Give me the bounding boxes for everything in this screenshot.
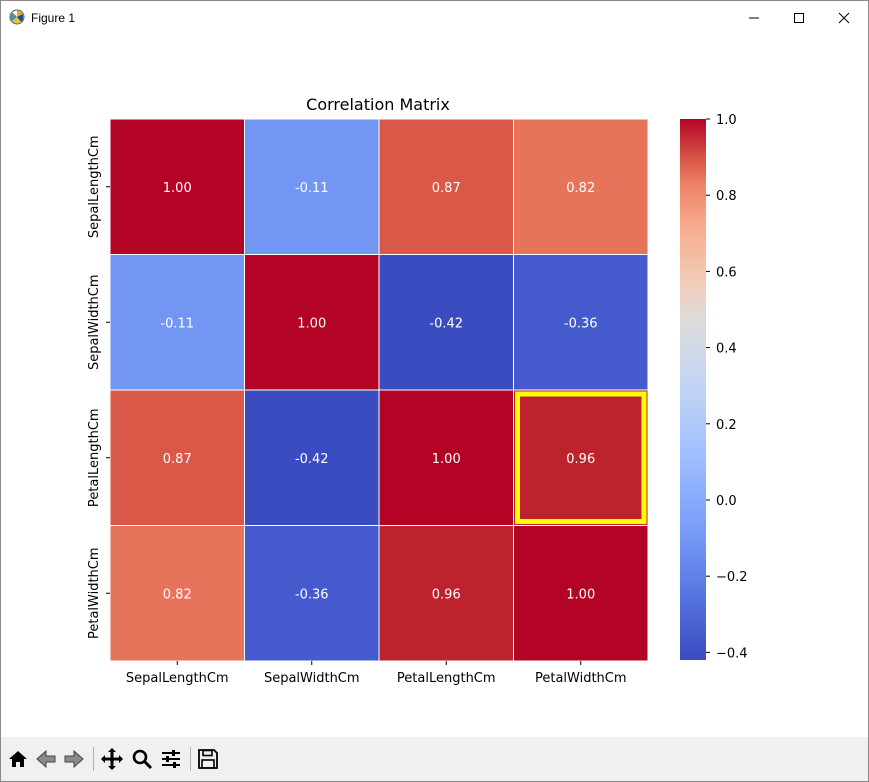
col-tick-label: SepalLengthCm	[126, 671, 229, 686]
maximize-button[interactable]	[776, 1, 822, 34]
heatmap-cell	[244, 525, 380, 662]
configure-subplots-button[interactable]	[157, 745, 185, 773]
close-button[interactable]	[821, 1, 867, 34]
colorbar-tick-label: 0.2	[716, 418, 737, 433]
row-tick-label: SepalLengthCm	[87, 135, 102, 238]
forward-button[interactable]	[60, 745, 88, 773]
cell-value-label: 0.87	[432, 181, 461, 196]
highlight-box	[515, 391, 647, 524]
cell-value-label: 0.82	[163, 587, 192, 602]
cell-value-label: -0.11	[295, 181, 329, 196]
colorbar-tick-label: 0.4	[716, 342, 737, 357]
heatmap-cell	[378, 118, 514, 255]
figure-canvas[interactable]: Correlation Matrix 1.00 -0.11 0.87 0.82 -0.1…	[1, 34, 868, 737]
minimize-icon	[749, 17, 759, 18]
heatmap-cell	[513, 118, 649, 255]
row-tick-label: PetalLengthCm	[87, 408, 102, 507]
cell-value-label: 1.00	[566, 587, 595, 602]
matplotlib-icon	[9, 9, 25, 25]
heatmap-cell	[513, 254, 649, 391]
zoom-button[interactable]	[128, 745, 156, 773]
window-title: Figure 1	[31, 11, 76, 25]
home-icon	[9, 751, 27, 767]
colorbar-tick-label: 0.8	[716, 189, 737, 204]
heatmap-cell	[244, 389, 380, 526]
colorbar-tick-label: −0.4	[716, 646, 748, 661]
maximize-icon	[794, 12, 804, 23]
heatmap-chart: Correlation Matrix 1.00 -0.11 0.87 0.82 -0.1…	[87, 95, 748, 686]
cell-value-label: -0.36	[564, 316, 598, 331]
close-icon	[838, 12, 850, 23]
colorbar-tick-label: 0.0	[716, 494, 737, 509]
cell-value-label: 0.87	[163, 452, 192, 467]
row-tick-label: SepalWidthCm	[87, 274, 102, 370]
back-arrow-icon	[36, 749, 56, 769]
pan-button[interactable]	[98, 745, 126, 773]
minimize-button[interactable]	[731, 1, 777, 34]
cell-value-label: -0.42	[295, 452, 329, 467]
toolbar-separator	[190, 747, 191, 771]
colorbar	[680, 119, 706, 660]
sliders-icon	[162, 750, 180, 768]
heatmap-cell	[378, 254, 514, 391]
forward-arrow-icon	[64, 749, 84, 769]
heatmap-cell	[513, 389, 649, 526]
navigation-toolbar	[1, 737, 868, 781]
title-bar: Figure 1	[1, 1, 868, 34]
cell-value-label: 1.00	[163, 181, 192, 196]
col-tick-label: PetalLengthCm	[397, 671, 496, 686]
colorbar-tick-label: 1.0	[716, 113, 737, 128]
chart-title: Correlation Matrix	[306, 95, 450, 114]
cell-value-label: 0.96	[432, 587, 461, 602]
heatmap-cell	[109, 525, 245, 662]
cell-value-label: 1.00	[432, 452, 461, 467]
move-icon	[101, 748, 123, 770]
heatmap-cell	[378, 389, 514, 526]
row-tick-label: PetalWidthCm	[87, 547, 102, 639]
cell-value-label: 0.96	[566, 452, 595, 467]
col-tick-label: PetalWidthCm	[535, 671, 627, 686]
toolbar-separator	[93, 747, 94, 771]
cell-value-label: -0.11	[160, 316, 194, 331]
floppy-disk-icon	[198, 749, 218, 769]
home-button[interactable]	[4, 745, 32, 773]
cell-value-label: 1.00	[297, 316, 326, 331]
col-tick-label: SepalWidthCm	[264, 671, 360, 686]
heatmap-cell	[109, 254, 245, 391]
colorbar-tick-label: −0.2	[716, 570, 748, 585]
cell-value-label: 0.82	[566, 181, 595, 196]
heatmap-cell	[244, 254, 380, 391]
cell-value-label: -0.42	[429, 316, 463, 331]
back-button[interactable]	[32, 745, 60, 773]
colorbar-tick-label: 0.6	[716, 265, 737, 280]
heatmap-cell	[513, 525, 649, 662]
cell-value-label: -0.36	[295, 587, 329, 602]
save-button[interactable]	[194, 745, 222, 773]
magnifier-icon	[132, 749, 153, 770]
